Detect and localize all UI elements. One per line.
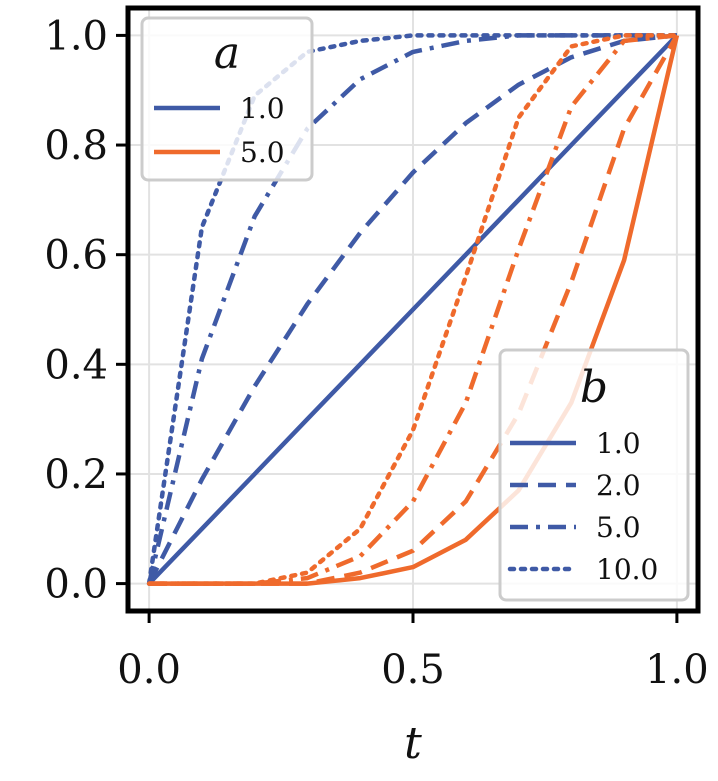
- legend-entry-label: 5.0: [240, 136, 285, 169]
- legend-a-box: [140, 16, 314, 182]
- x-tick-label: 0.5: [381, 647, 445, 693]
- series-line-a1.0-b2.0: [147, 33, 678, 585]
- series-line-a1.0-b5.0: [146, 33, 677, 585]
- series-line-a1.0-b1.0: [147, 33, 679, 586]
- y-tick-label: 0.0: [44, 562, 108, 608]
- x-axis-label: t: [404, 718, 422, 769]
- y-tick-label: 0.2: [44, 452, 108, 498]
- series-line-a5.0-b10.0: [146, 33, 680, 586]
- x-tick-label: 0.0: [117, 647, 181, 693]
- x-tick-label: 1.0: [645, 647, 709, 693]
- legend-a-title: a: [214, 28, 240, 79]
- legend-entry-label: 1.0: [596, 427, 641, 460]
- legend-b-box: [498, 348, 690, 602]
- legend-b-title: b: [580, 362, 608, 413]
- y-tick-label: 0.4: [44, 342, 108, 388]
- y-tick-label: 0.6: [44, 233, 108, 279]
- legend-a: a 1.0 5.0: [140, 16, 314, 182]
- axis-ticks: 0.0 0.5 1.0 0.0 0.2 0.4 0.6 0.8 1.0: [44, 13, 708, 693]
- legend-entry-label: 10.0: [596, 553, 658, 586]
- legend-entry-label: 5.0: [596, 511, 641, 544]
- y-tick-label: 1.0: [44, 13, 108, 59]
- legend-entry-label: 2.0: [596, 469, 641, 502]
- y-tick-label: 0.8: [44, 123, 108, 169]
- legend-entry-label: 1.0: [240, 92, 285, 125]
- legend-b: b 1.0 2.0 5.0 10.0: [498, 348, 690, 602]
